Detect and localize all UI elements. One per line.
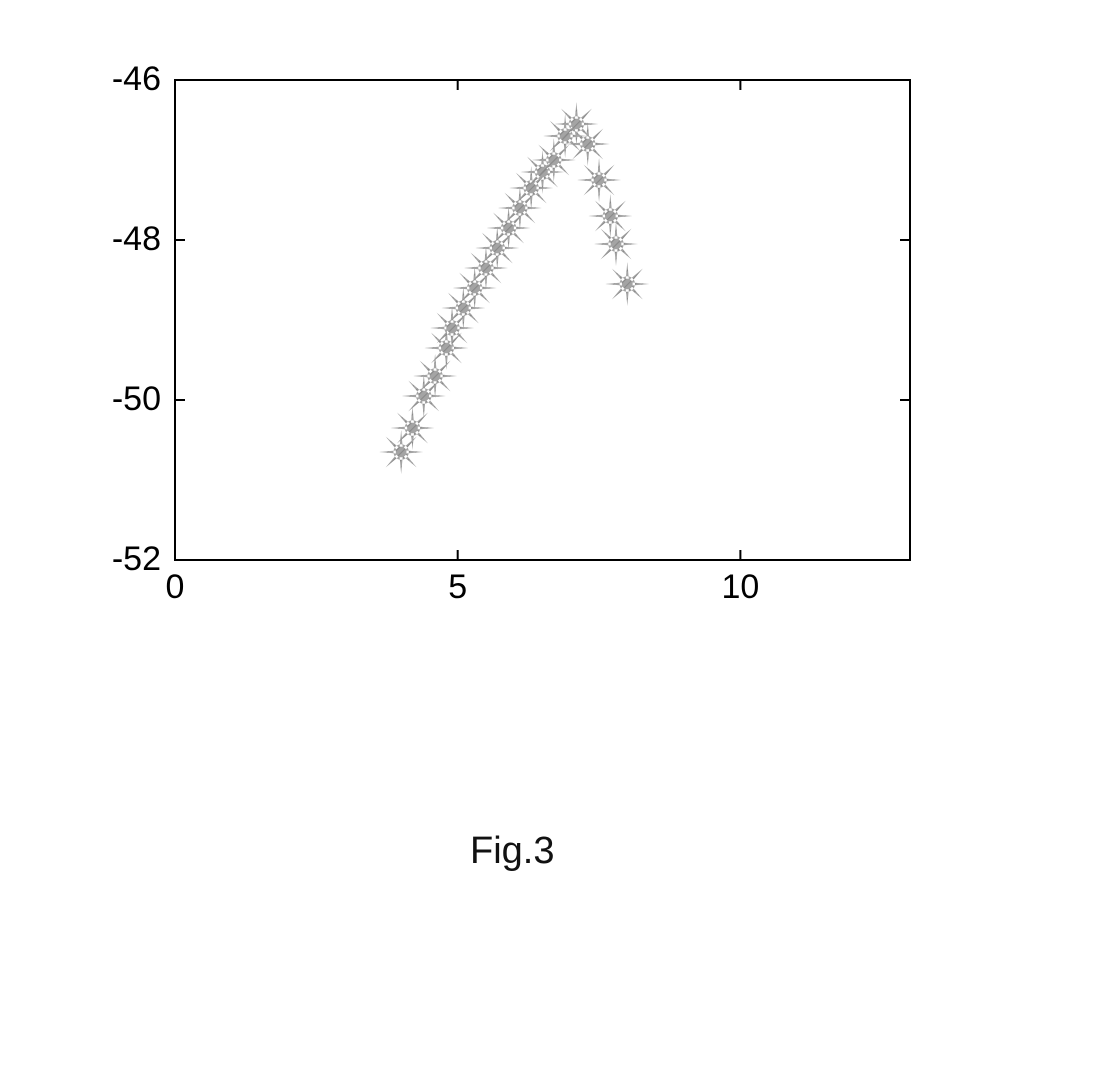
- data-point: [532, 138, 576, 182]
- data-point: [430, 306, 474, 350]
- data-point: [498, 186, 542, 230]
- data-point: [475, 226, 519, 270]
- data-point: [413, 354, 457, 398]
- data-point: [487, 206, 531, 250]
- data-point: [453, 266, 497, 310]
- data-point: [464, 246, 508, 290]
- data-point: [424, 326, 468, 370]
- data-point: [390, 406, 434, 450]
- data-point: [379, 430, 423, 474]
- data-point: [577, 158, 621, 202]
- scatter-chart: [175, 80, 910, 560]
- data-point: [588, 194, 632, 238]
- page: -46-48-50-52 0510 Fig.3: [0, 0, 1100, 1090]
- data-point: [605, 262, 649, 306]
- figure-caption: Fig.3: [470, 830, 554, 873]
- data-point: [402, 374, 446, 418]
- y-tick-label: -48: [112, 220, 161, 259]
- chart-area: [175, 80, 910, 560]
- y-tick-label: -46: [112, 60, 161, 99]
- data-point: [566, 122, 610, 166]
- data-point: [441, 286, 485, 330]
- data-point: [594, 222, 638, 266]
- y-tick-label: -50: [112, 380, 161, 419]
- x-tick-label: 10: [540, 568, 940, 607]
- data-point: [554, 102, 598, 146]
